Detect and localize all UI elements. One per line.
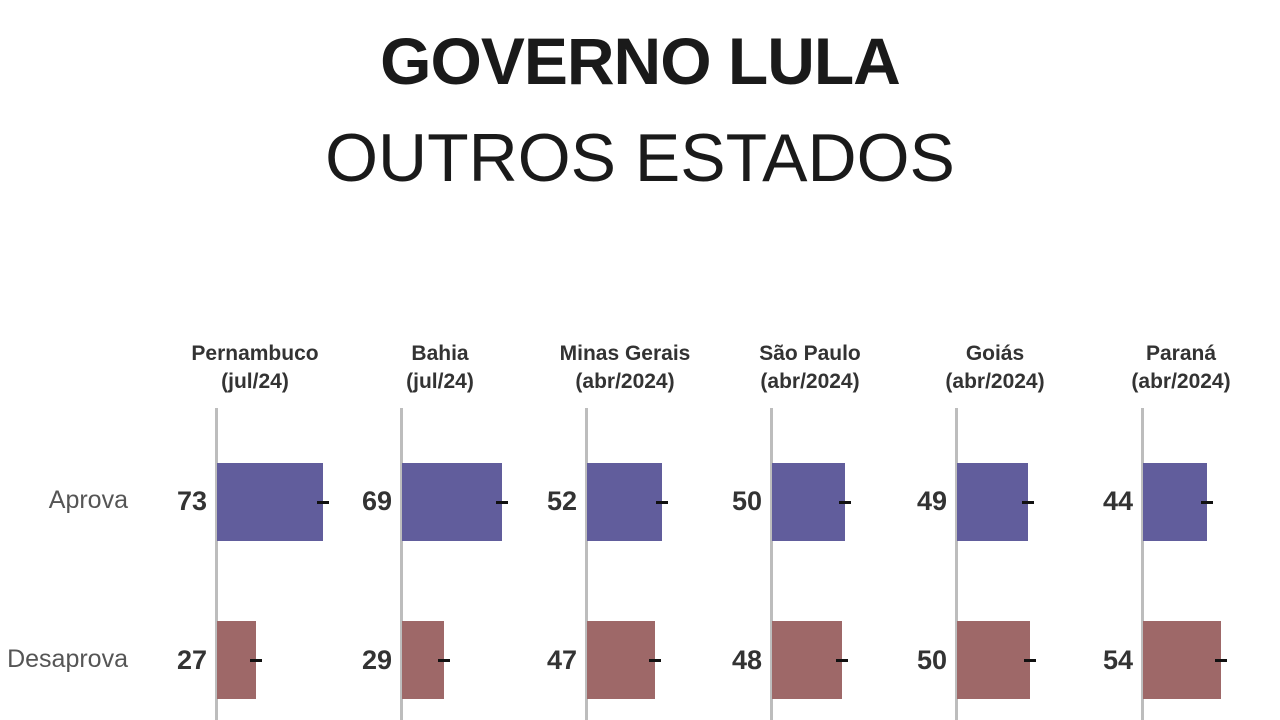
error-bar-desaprova-parana [1215, 659, 1228, 662]
error-bar-desaprova-sao-paulo [835, 659, 848, 662]
row-label-aprova: Aprova [48, 486, 128, 514]
survey-date: (abr/2024) [1131, 370, 1231, 393]
bar-aprova-bahia [402, 463, 503, 541]
error-bar-desaprova-goias [1023, 659, 1036, 662]
state-name: Bahia [411, 342, 469, 365]
survey-date: (jul/24) [221, 370, 289, 393]
panel-header-pernambuco: Pernambuco (jul/24) [165, 340, 345, 396]
axis-line-pernambuco [215, 408, 218, 720]
survey-date: (abr/2024) [575, 370, 675, 393]
value-label-desaprova-sao-paulo: 48 [731, 645, 762, 675]
survey-date: (abr/2024) [760, 370, 860, 393]
axis-line-sao-paulo [770, 408, 773, 720]
value-label-aprova-parana: 44 [1102, 486, 1133, 516]
panel-header-goias: Goiás (abr/2024) [905, 340, 1085, 396]
error-bar-desaprova-minas-gerais [649, 659, 662, 662]
row-label-desaprova: Desaprova [7, 645, 128, 673]
axis-line-goias [955, 408, 958, 720]
panel-header-bahia: Bahia (jul/24) [350, 340, 530, 396]
bar-desaprova-minas-gerais [587, 621, 656, 699]
error-bar-desaprova-pernambuco [250, 659, 263, 662]
state-name: Paraná [1145, 342, 1217, 365]
bar-desaprova-goias [957, 621, 1030, 699]
value-label-aprova-sao-paulo: 50 [731, 486, 762, 516]
axis-line-parana [1141, 408, 1144, 720]
bar-aprova-parana [1143, 463, 1207, 541]
value-label-desaprova-goias: 50 [916, 645, 947, 675]
state-name: Pernambuco [191, 342, 319, 365]
bar-desaprova-pernambuco [217, 621, 257, 699]
state-name: São Paulo [759, 342, 861, 365]
value-label-desaprova-parana: 54 [1102, 645, 1133, 675]
panel-header-minas-gerais: Minas Gerais (abr/2024) [535, 340, 715, 396]
bar-desaprova-bahia [402, 621, 445, 699]
panel-header-sao-paulo: São Paulo (abr/2024) [720, 340, 900, 396]
error-bar-desaprova-bahia [438, 659, 451, 662]
survey-date: (abr/2024) [945, 370, 1045, 393]
value-label-aprova-pernambuco: 73 [176, 486, 207, 516]
error-bar-aprova-parana [1200, 501, 1213, 504]
error-bar-aprova-pernambuco [316, 501, 329, 504]
state-name: Goiás [965, 342, 1025, 365]
value-label-aprova-bahia: 69 [361, 486, 392, 516]
error-bar-aprova-minas-gerais [656, 501, 669, 504]
chart-subtitle: OUTROS ESTADOS [325, 120, 955, 196]
bar-desaprova-parana [1143, 621, 1222, 699]
value-label-aprova-goias: 49 [916, 486, 947, 516]
axis-line-bahia [400, 408, 403, 720]
chart-title: GOVERNO LULA [380, 24, 901, 98]
value-label-aprova-minas-gerais: 52 [546, 486, 577, 516]
error-bar-aprova-sao-paulo [838, 501, 851, 504]
value-label-desaprova-bahia: 29 [361, 645, 392, 675]
bar-aprova-sao-paulo [772, 463, 845, 541]
bar-aprova-pernambuco [217, 463, 323, 541]
value-label-desaprova-pernambuco: 27 [176, 645, 207, 675]
state-name: Minas Gerais [559, 342, 691, 365]
axis-line-minas-gerais [585, 408, 588, 720]
bar-aprova-minas-gerais [587, 463, 663, 541]
error-bar-aprova-goias [1022, 501, 1035, 504]
value-label-desaprova-minas-gerais: 47 [546, 645, 577, 675]
bar-aprova-goias [957, 463, 1029, 541]
survey-date: (jul/24) [406, 370, 474, 393]
panel-header-parana: Paraná (abr/2024) [1091, 340, 1271, 396]
error-bar-aprova-bahia [496, 501, 509, 504]
bar-desaprova-sao-paulo [772, 621, 842, 699]
